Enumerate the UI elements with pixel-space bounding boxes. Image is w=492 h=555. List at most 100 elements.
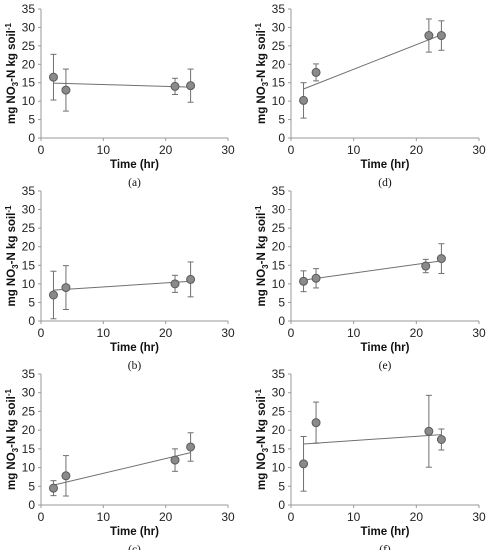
x-tick-label: 0	[288, 143, 295, 157]
data-point	[186, 81, 196, 91]
data-point	[424, 426, 434, 436]
trendline	[303, 34, 442, 90]
y-tick-label: 15	[272, 442, 286, 456]
y-tick-label: 5	[28, 295, 35, 309]
x-tick-label: 20	[159, 326, 173, 340]
y-tick-label: 20	[272, 423, 286, 437]
data-point	[299, 276, 309, 286]
y-tick-label: 20	[272, 240, 286, 254]
data-point	[48, 72, 58, 82]
y-tick-label: 15	[22, 442, 36, 456]
x-tick-label: 30	[472, 326, 486, 340]
y-tick-label: 15	[272, 258, 286, 272]
data-point	[311, 67, 321, 77]
y-tick-label: 30	[22, 386, 36, 400]
y-tick-label: 30	[272, 20, 286, 34]
y-tick-label: 5	[28, 479, 35, 493]
panel-label: (a)	[128, 177, 141, 189]
x-tick-label: 30	[221, 510, 235, 524]
y-tick-label: 35	[22, 367, 36, 381]
y-tick-label: 0	[278, 498, 285, 512]
y-tick-label: 30	[272, 386, 286, 400]
x-tick-label: 10	[347, 510, 361, 524]
x-axis-title: Time (hr)	[361, 342, 410, 354]
x-tick-label: 20	[410, 143, 424, 157]
chart-panel-3: 0 5 10 15 20 25 30 35 0 10 20 30 Time (hr) mg NO3-N k…	[254, 184, 486, 372]
data-point	[186, 274, 196, 284]
data-point	[421, 261, 431, 271]
y-tick-label: 25	[22, 221, 36, 235]
y-tick-label: 35	[272, 184, 286, 198]
x-tick-label: 10	[97, 326, 111, 340]
x-tick-label: 10	[97, 510, 111, 524]
panel-label: (e)	[379, 360, 392, 372]
x-tick-label: 0	[38, 326, 45, 340]
data-point	[48, 290, 58, 300]
data-point	[61, 283, 71, 293]
y-tick-label: 30	[22, 20, 36, 34]
y-tick-label: 15	[22, 258, 36, 272]
y-tick-label: 10	[22, 277, 36, 291]
x-tick-label: 30	[221, 326, 235, 340]
x-tick-label: 20	[410, 510, 424, 524]
y-tick-label: 25	[22, 39, 36, 53]
chart-panel-2: 0 5 10 15 20 25 30 35 0 10 20 30 Time (hr) mg NO3-N k…	[4, 184, 235, 372]
y-tick-label: 35	[22, 184, 36, 198]
data-point	[61, 471, 71, 481]
y-tick-label: 20	[22, 57, 36, 71]
y-axis-title: mg NO3-N kg soil-1	[254, 22, 270, 124]
x-axis-title: Time (hr)	[110, 159, 159, 171]
y-tick-label: 25	[272, 39, 286, 53]
y-tick-label: 20	[22, 240, 36, 254]
x-tick-label: 10	[347, 143, 361, 157]
x-tick-label: 0	[38, 510, 45, 524]
y-axis-title: mg NO3-N kg soil-1	[254, 388, 270, 490]
data-point	[170, 455, 180, 465]
y-tick-label: 15	[22, 76, 36, 90]
y-tick-label: 15	[272, 76, 286, 90]
y-tick-label: 20	[22, 423, 36, 437]
y-axis-title: mg NO3-N kg soil-1	[4, 22, 20, 124]
x-tick-label: 10	[97, 143, 111, 157]
x-tick-label: 0	[288, 510, 295, 524]
data-point	[436, 435, 446, 444]
y-tick-label: 0	[278, 131, 285, 145]
data-point	[299, 95, 309, 105]
panel-label: (b)	[128, 360, 142, 372]
data-point	[170, 81, 180, 91]
trendline	[303, 260, 442, 281]
y-tick-label: 25	[22, 404, 36, 418]
x-tick-label: 20	[410, 326, 424, 340]
trendline	[53, 280, 191, 291]
y-tick-label: 30	[272, 203, 286, 217]
data-point	[186, 442, 196, 452]
data-point	[436, 254, 446, 264]
y-tick-label: 5	[278, 295, 285, 309]
trendline	[53, 82, 191, 88]
panel-label: (c)	[128, 544, 141, 550]
data-point	[436, 31, 446, 41]
x-axis-title: Time (hr)	[361, 526, 410, 538]
y-tick-label: 5	[278, 479, 285, 493]
chart-panel-1: 0 5 10 15 20 25 30 35 0 10 20 30 Time (hr) mg NO3-N k…	[254, 2, 486, 189]
x-tick-label: 20	[159, 143, 173, 157]
y-tick-label: 5	[278, 113, 285, 127]
chart-panel-5: 0 5 10 15 20 25 30 35 0 10 20 30 Time (hr) mg NO3-N k…	[254, 367, 486, 555]
data-point	[61, 85, 71, 95]
y-axis-title: mg NO3-N kg soil-1	[4, 388, 20, 490]
data-point	[311, 273, 321, 283]
x-axis-title: Time (hr)	[110, 526, 159, 538]
data-point	[424, 31, 434, 41]
y-tick-label: 10	[272, 94, 286, 108]
y-tick-label: 10	[272, 461, 286, 475]
y-tick-label: 10	[22, 461, 36, 475]
x-axis-title: Time (hr)	[361, 159, 410, 171]
y-tick-label: 0	[28, 131, 35, 145]
x-axis-title: Time (hr)	[110, 342, 159, 354]
y-tick-label: 35	[22, 2, 36, 16]
y-tick-label: 0	[28, 498, 35, 512]
trendline	[53, 452, 191, 486]
x-tick-label: 30	[472, 143, 486, 157]
